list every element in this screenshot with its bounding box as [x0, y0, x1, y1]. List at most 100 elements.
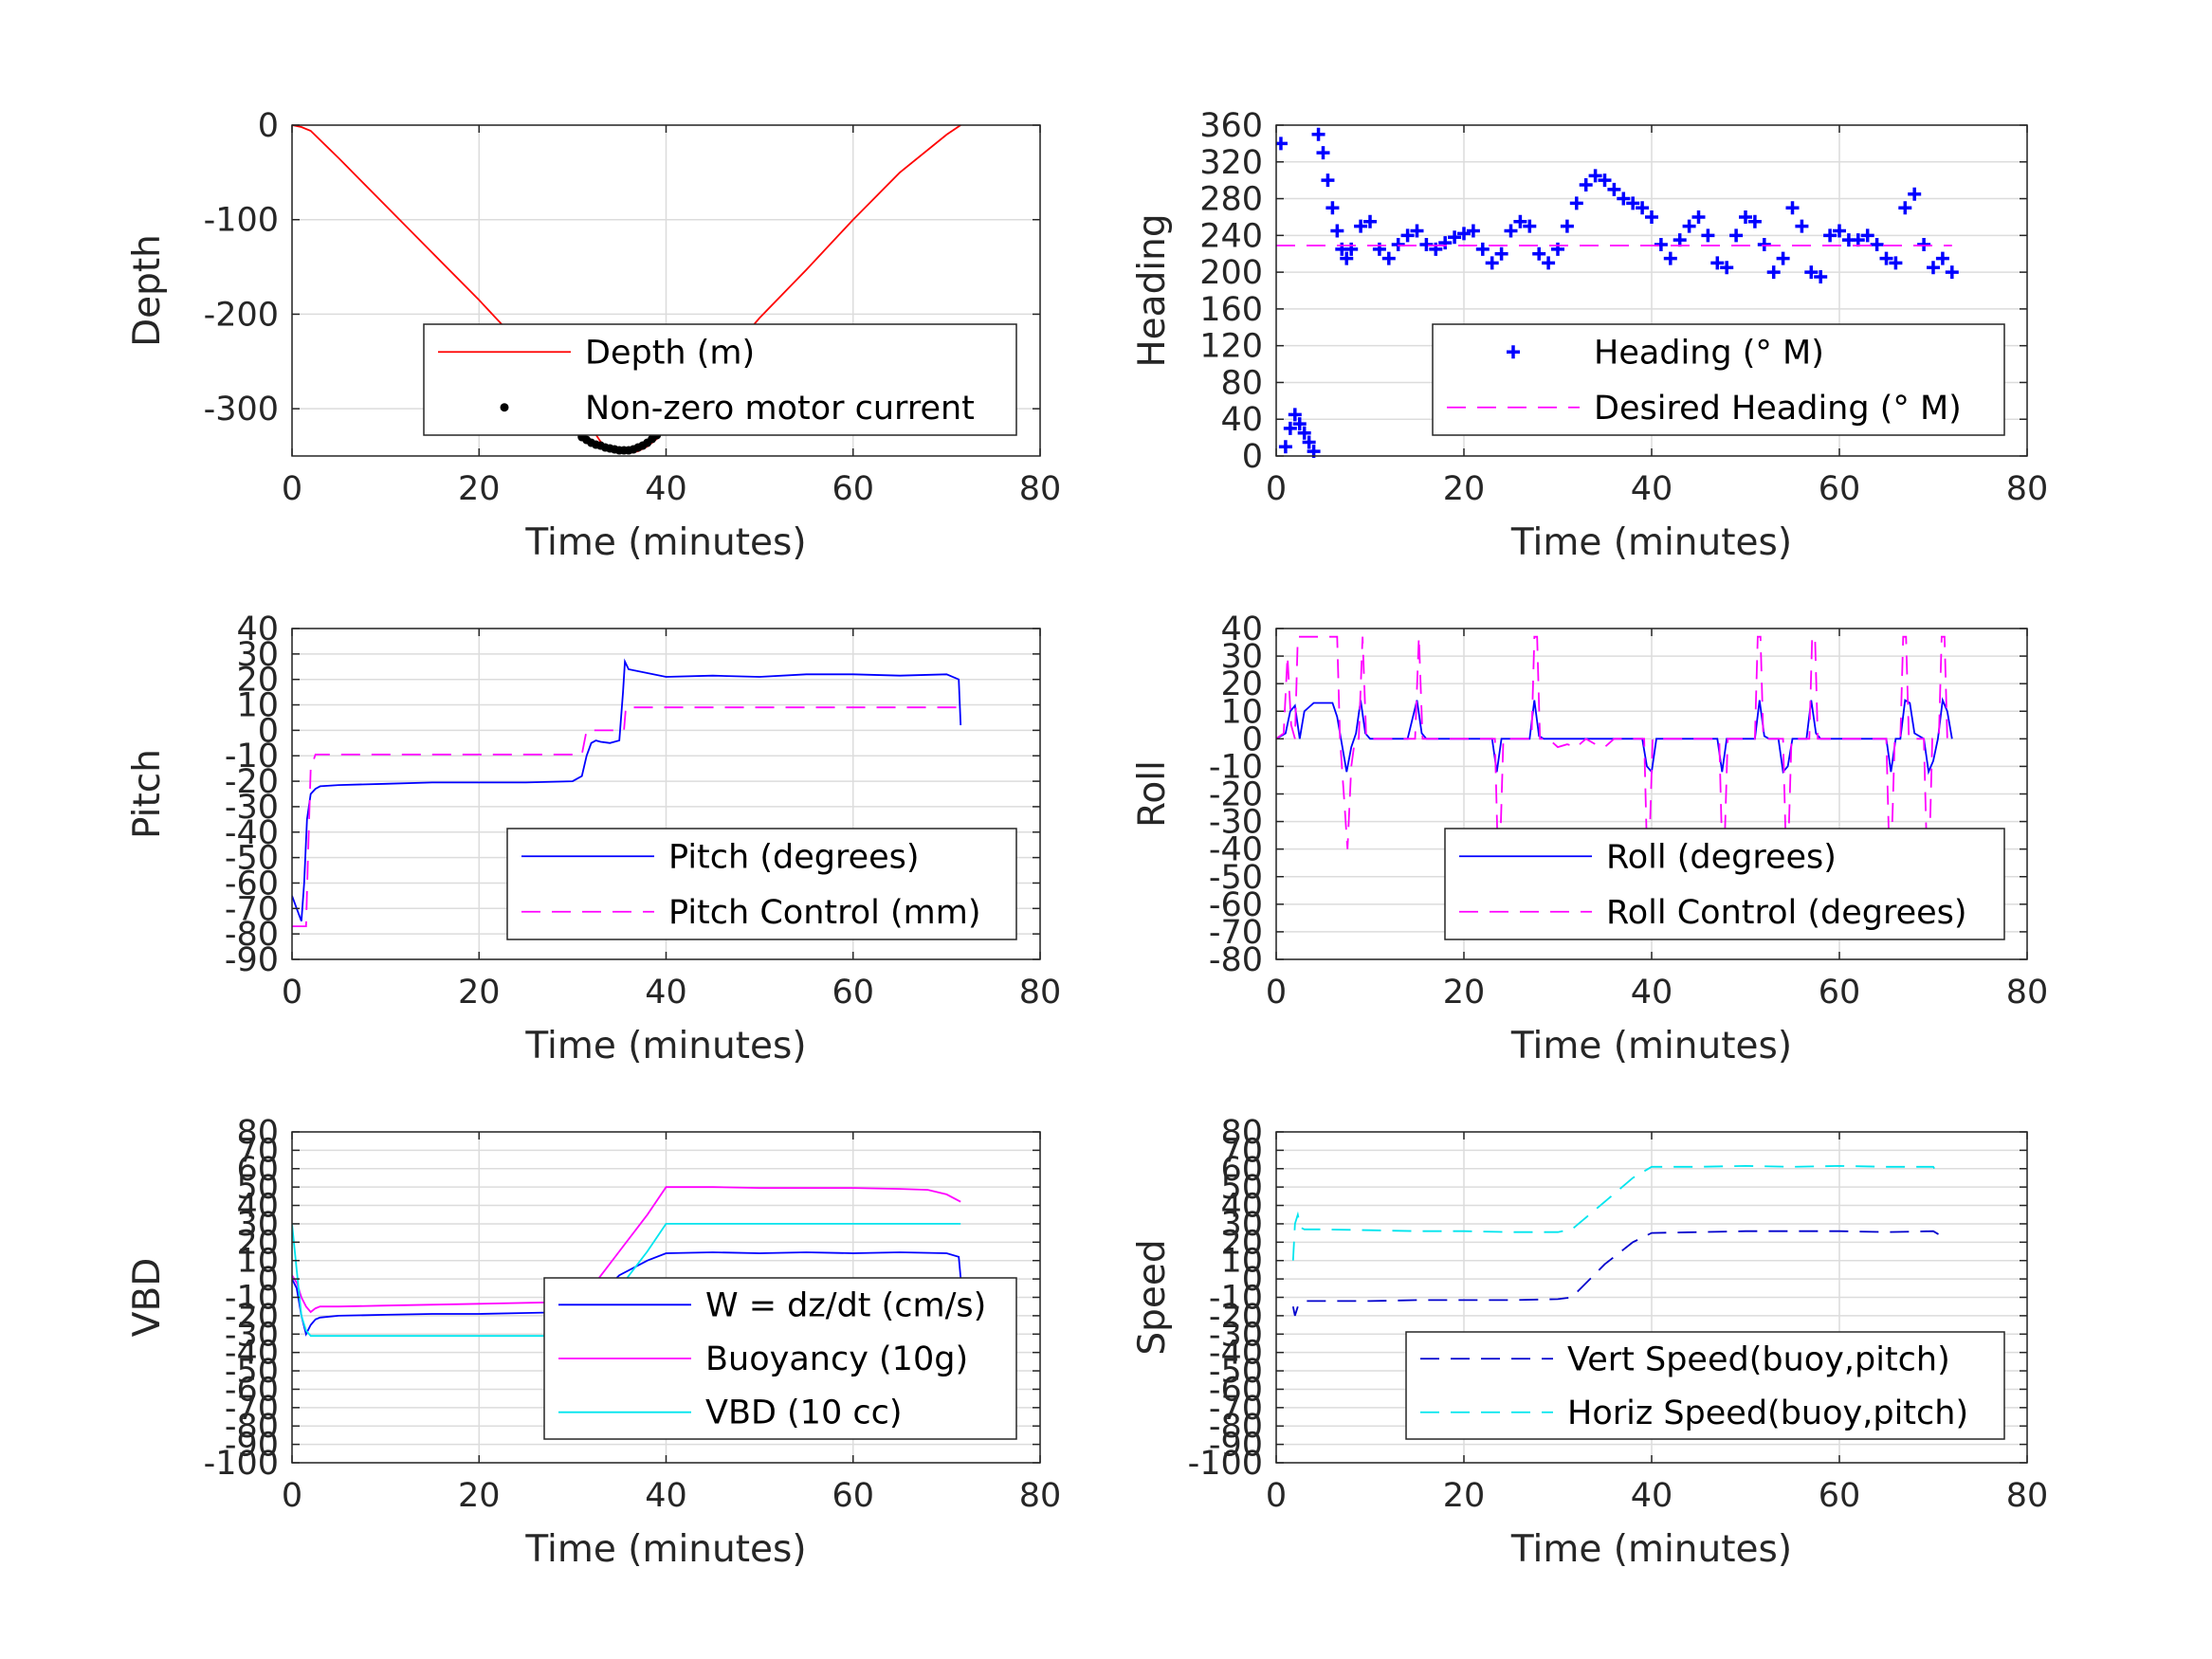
x-tick-label: 20 [1443, 974, 1486, 1012]
legend: Roll (degrees) Roll Control (degrees) [1444, 828, 2005, 940]
y-axis-label: Depth [126, 234, 169, 347]
data-point [1325, 201, 1340, 215]
y-tick-label: 20 [1220, 1224, 1263, 1262]
data-point [1504, 224, 1518, 238]
data-point [1766, 265, 1781, 280]
series-line-2 [292, 706, 961, 927]
x-axis-label: Time (minutes) [1510, 1528, 1792, 1571]
x-tick-label: 40 [1631, 1477, 1673, 1515]
data-point [1833, 224, 1846, 238]
subplot-1: 0 20 40 60 80 0 -100 -200 -300 Time (minutes) Dept… [126, 107, 1061, 564]
data-point [1494, 246, 1508, 261]
data-point [1720, 261, 1734, 275]
data-point [1945, 265, 1959, 280]
data-point [1316, 146, 1330, 160]
y-tick-label: -30 [1209, 1316, 1263, 1354]
y-tick-label: -50 [225, 1353, 279, 1391]
y-tick-label: 0 [1242, 720, 1263, 758]
y-tick-label: -100 [1188, 1445, 1263, 1483]
data-point [1372, 242, 1386, 256]
legend-box [1444, 828, 2005, 940]
data-point [1917, 238, 1931, 252]
series-line-1 [1276, 697, 1953, 775]
y-tick-label: 0 [1242, 438, 1263, 476]
legend-label: VBD (10 cc) [705, 1395, 903, 1432]
y-tick-label: -10 [1209, 1280, 1263, 1318]
x-tick-label: 80 [2006, 470, 2049, 508]
data-point [1419, 238, 1434, 252]
data-point [1654, 238, 1668, 252]
data-point [1898, 201, 1912, 215]
y-tick-label: -70 [225, 1390, 279, 1428]
y-tick-label: -60 [225, 865, 279, 902]
data-point [1710, 256, 1725, 270]
data-point [1701, 228, 1715, 243]
data-point [1523, 219, 1537, 233]
x-tick-label: 60 [1819, 974, 1861, 1012]
x-axis-label: Time (minutes) [1510, 521, 1792, 564]
data-point [1747, 214, 1762, 228]
y-tick-label: 80 [1220, 364, 1263, 402]
data-point [1354, 219, 1368, 233]
x-tick-label: 0 [1266, 470, 1287, 508]
x-tick-label: 20 [1443, 1477, 1486, 1515]
x-axis-label: Time (minutes) [524, 521, 806, 564]
y-tick-label: -10 [1209, 748, 1263, 786]
subplot-3: 0 20 40 60 80403020100-10-20-30-40-50-60-70-… [126, 611, 1061, 1067]
y-tick-label: -50 [1209, 1353, 1263, 1391]
data-point [1485, 256, 1499, 270]
plot-area [1276, 635, 1953, 850]
data-point [1776, 251, 1790, 265]
data-point [1927, 261, 1940, 275]
legend: Pitch (degrees) Pitch Control (mm) [506, 828, 1017, 940]
x-tick-label: 20 [458, 1477, 501, 1515]
data-point [1785, 201, 1800, 215]
y-tick-label: -40 [1209, 831, 1263, 869]
y-tick-label: 10 [236, 687, 279, 725]
data-point [1457, 227, 1471, 241]
data-point [1814, 269, 1828, 283]
y-tick-label: -10 [225, 738, 279, 775]
y-tick-label: -20 [1209, 1298, 1263, 1336]
legend-box [506, 828, 1017, 940]
y-tick-label: 320 [1199, 144, 1263, 182]
y-tick-label: -60 [1209, 1371, 1263, 1409]
data-point [1288, 408, 1302, 422]
x-tick-label: 60 [832, 470, 874, 508]
plot-area [1276, 127, 1959, 458]
y-tick-label: 360 [1199, 107, 1263, 145]
data-point [1645, 210, 1658, 224]
y-tick-label: 10 [1220, 693, 1263, 731]
y-tick-label: -60 [1209, 886, 1263, 924]
legend-box [1432, 323, 2005, 436]
data-point [1729, 228, 1744, 243]
y-tick-label: 160 [1199, 291, 1263, 329]
data-point [1889, 256, 1903, 270]
x-tick-label: 40 [645, 1477, 687, 1515]
y-tick-label: 0 [258, 107, 279, 145]
y-tick-label: 40 [236, 1188, 279, 1226]
series-line-1 [1291, 1230, 1948, 1317]
legend: Vert Speed(buoy,pitch) Horiz Speed(buoy,p… [1405, 1331, 2005, 1440]
y-axis-label: Heading [1131, 213, 1174, 367]
data-point [1560, 219, 1574, 233]
x-tick-label: 80 [2006, 974, 2049, 1012]
data-point [1757, 238, 1771, 252]
data-point [1682, 219, 1696, 233]
series-line-2 [1276, 635, 1948, 850]
y-tick-label: 20 [236, 1224, 279, 1262]
y-tick-label: -80 [1209, 1408, 1263, 1446]
x-tick-label: 0 [1266, 974, 1287, 1012]
y-tick-label: -20 [1209, 776, 1263, 814]
legend: Heading (° M) Desired Heading (° M) [1432, 323, 2005, 436]
legend-label: Vert Speed(buoy,pitch) [1567, 1340, 1950, 1378]
data-point [1542, 256, 1556, 270]
data-point [1569, 196, 1583, 210]
y-tick-label: 240 [1199, 217, 1263, 255]
y-tick-label: 50 [236, 1169, 279, 1207]
subplot-2: 0 20 40 60 8004080120160200240280320360Time … [1131, 107, 2048, 564]
x-tick-label: 60 [832, 974, 874, 1012]
data-point [1626, 196, 1640, 210]
y-tick-label: 40 [1220, 1188, 1263, 1226]
